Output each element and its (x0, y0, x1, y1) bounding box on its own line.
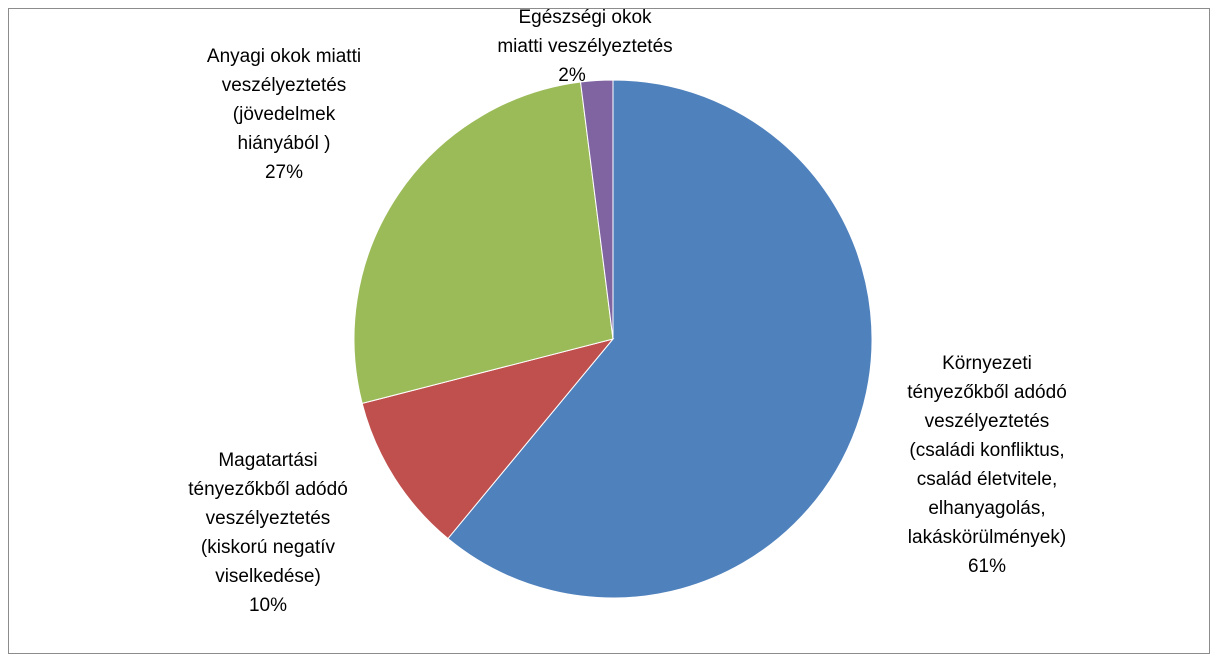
slice-label: Egészségi okok miatti veszélyeztetés 2% (497, 3, 672, 90)
category-label: Anyagi okok miatti veszélyeztetés (jöved… (206, 46, 362, 154)
category-label: Magatartási tényezőkből adódó veszélyezt… (188, 450, 348, 587)
slice-label: Környezeti tényezőkből adódó veszélyezte… (907, 349, 1067, 581)
value-label: 61% (967, 556, 1007, 577)
pie-slice (579, 79, 614, 340)
slice-label: Anyagi okok miatti veszélyeztetés (jöved… (207, 42, 361, 187)
pie-slice (447, 79, 873, 599)
slice-label: Magatartási tényezőkből adódó veszélyezt… (188, 446, 348, 620)
chart-frame (8, 8, 1210, 654)
category-label: Környezeti tényezőkből adódó veszélyezte… (907, 353, 1067, 548)
pie-slice (353, 81, 614, 405)
pie-slice (361, 338, 615, 540)
category-label: Egészségi okok miatti veszélyeztetés (497, 7, 673, 57)
value-label: 10% (248, 595, 288, 616)
value-label: 2% (558, 65, 586, 86)
value-label: 27% (264, 162, 304, 183)
